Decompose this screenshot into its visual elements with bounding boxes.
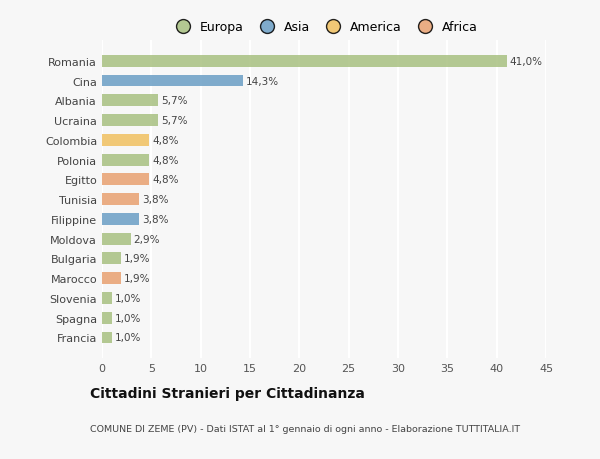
Bar bbox=[102, 75, 243, 87]
Bar bbox=[102, 115, 158, 127]
Text: 1,9%: 1,9% bbox=[124, 254, 150, 264]
Text: 5,7%: 5,7% bbox=[161, 116, 188, 126]
Text: 4,8%: 4,8% bbox=[152, 135, 179, 146]
Text: 4,8%: 4,8% bbox=[152, 175, 179, 185]
Text: 1,0%: 1,0% bbox=[115, 293, 141, 303]
Bar bbox=[102, 253, 121, 265]
Text: 3,8%: 3,8% bbox=[142, 214, 169, 224]
Text: 1,0%: 1,0% bbox=[115, 333, 141, 343]
Text: Cittadini Stranieri per Cittadinanza: Cittadini Stranieri per Cittadinanza bbox=[90, 386, 365, 400]
Bar bbox=[102, 312, 112, 324]
Bar bbox=[102, 332, 112, 344]
Text: 2,9%: 2,9% bbox=[134, 234, 160, 244]
Bar bbox=[102, 174, 149, 186]
Text: COMUNE DI ZEME (PV) - Dati ISTAT al 1° gennaio di ogni anno - Elaborazione TUTTI: COMUNE DI ZEME (PV) - Dati ISTAT al 1° g… bbox=[90, 425, 520, 433]
Bar bbox=[102, 233, 131, 245]
Text: 3,8%: 3,8% bbox=[142, 195, 169, 205]
Bar bbox=[102, 134, 149, 146]
Bar bbox=[102, 273, 121, 285]
Text: 41,0%: 41,0% bbox=[509, 56, 542, 67]
Text: 5,7%: 5,7% bbox=[161, 96, 188, 106]
Bar bbox=[102, 154, 149, 166]
Text: 14,3%: 14,3% bbox=[246, 76, 279, 86]
Text: 4,8%: 4,8% bbox=[152, 155, 179, 165]
Legend: Europa, Asia, America, Africa: Europa, Asia, America, Africa bbox=[165, 16, 483, 39]
Bar bbox=[102, 194, 139, 206]
Text: 1,0%: 1,0% bbox=[115, 313, 141, 323]
Bar bbox=[102, 292, 112, 304]
Text: 1,9%: 1,9% bbox=[124, 274, 150, 284]
Bar bbox=[102, 95, 158, 107]
Bar bbox=[102, 213, 139, 225]
Bar bbox=[102, 56, 506, 67]
